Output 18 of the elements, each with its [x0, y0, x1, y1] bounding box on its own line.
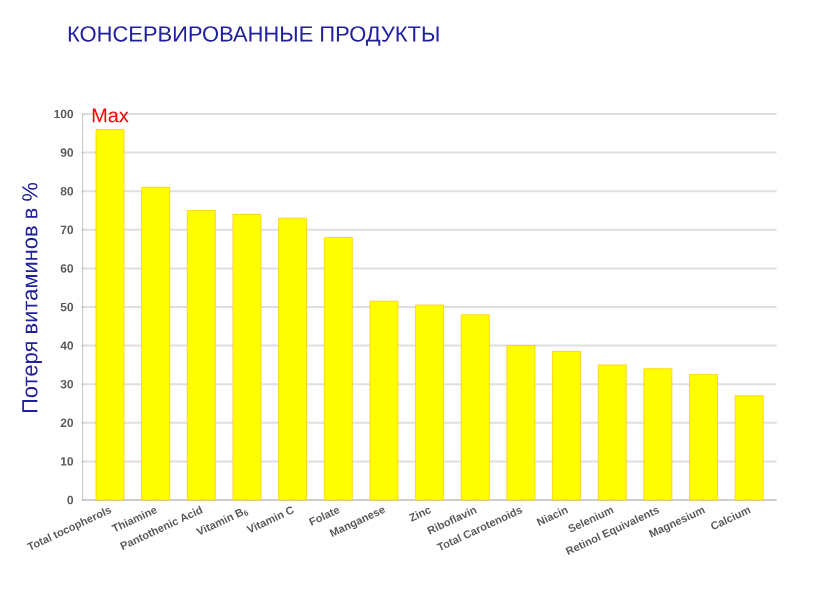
bar	[415, 304, 445, 501]
bar	[95, 129, 125, 501]
bar	[232, 213, 262, 501]
bar	[460, 314, 490, 501]
bar	[643, 368, 673, 501]
bar	[689, 374, 718, 501]
bar	[186, 210, 216, 501]
bar	[141, 186, 171, 501]
y-axis-title: Потеря витаминов в %	[22, 182, 42, 413]
annotation: Max	[92, 108, 129, 123]
bar	[323, 237, 353, 501]
bar	[597, 364, 627, 501]
bar	[552, 350, 581, 501]
chart-title: КОНСЕРВИРОВАННЫЕ ПРОДУКТЫ	[68, 26, 439, 46]
bar	[278, 217, 308, 501]
bar	[506, 345, 536, 501]
bar	[369, 300, 399, 501]
bar	[734, 395, 764, 501]
